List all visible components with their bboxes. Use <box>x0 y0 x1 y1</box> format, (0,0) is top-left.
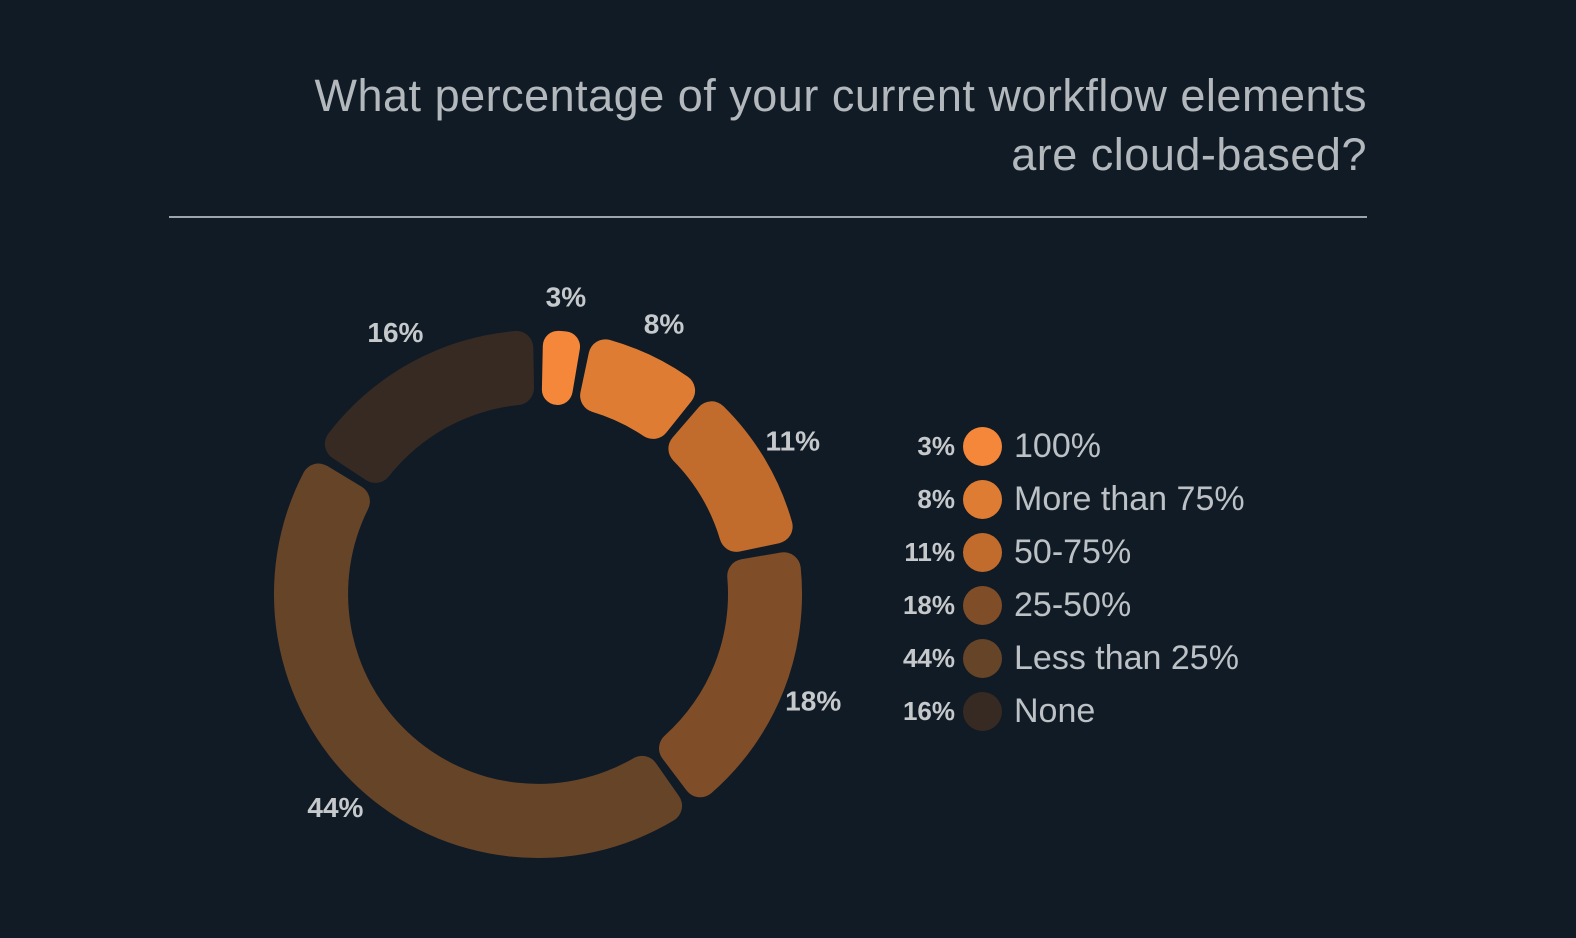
donut-segment-value-label-4: 44% <box>307 792 363 823</box>
chart-title: What percentage of your current workflow… <box>170 66 1367 185</box>
donut-segment-5 <box>324 330 535 483</box>
legend-value-label: 8% <box>917 484 955 514</box>
legend-category-label: 50-75% <box>1014 533 1132 571</box>
legend-swatch-icon <box>963 480 1002 519</box>
legend-swatch-icon <box>963 427 1002 466</box>
chart-title-line-1: What percentage of your current workflow… <box>314 70 1367 121</box>
donut-segment-3 <box>659 552 803 798</box>
legend-swatch-icon <box>963 533 1002 572</box>
legend-value-label: 16% <box>902 696 955 726</box>
donut-segment-4 <box>273 463 683 859</box>
title-divider-line <box>169 216 1367 218</box>
legend-value-label: 18% <box>902 590 955 620</box>
donut-segment-value-label-5: 16% <box>367 317 423 348</box>
legend-category-label: 25-50% <box>1014 586 1132 624</box>
legend-row-0: 3% 100% <box>893 420 1245 473</box>
legend-value-label: 44% <box>902 643 955 673</box>
legend-row-2: 11% 50-75% <box>893 526 1245 579</box>
legend-swatch-icon <box>963 692 1002 731</box>
donut-segment-value-label-0: 3% <box>546 282 587 313</box>
donut-segment-value-label-3: 18% <box>785 685 841 716</box>
donut-segment-value-label-2: 11% <box>766 426 821 457</box>
legend-value-label: 11% <box>904 537 955 567</box>
legend-row-3: 18% 25-50% <box>893 579 1245 632</box>
legend-swatch-icon <box>963 639 1002 678</box>
legend-row-1: 8% More than 75% <box>893 473 1245 526</box>
donut-segment-value-label-1: 8% <box>644 309 685 340</box>
legend-value-label: 3% <box>917 431 955 461</box>
legend-category-label: Less than 25% <box>1014 639 1239 677</box>
legend-swatch-icon <box>963 586 1002 625</box>
legend-category-label: More than 75% <box>1014 480 1245 518</box>
legend-category-label: 100% <box>1014 427 1101 465</box>
donut-segment-1 <box>580 339 696 439</box>
chart-legend: 3% 100% 8% More than 75% 11% 50-75% 18% 25-50% 4… <box>893 420 1245 738</box>
donut-segment-0 <box>541 330 581 405</box>
donut-segment-2 <box>668 401 793 552</box>
legend-row-5: 16% None <box>893 685 1245 738</box>
legend-row-4: 44% Less than 25% <box>893 632 1245 685</box>
legend-category-label: None <box>1014 692 1096 730</box>
chart-title-line-2: are cloud-based? <box>1011 129 1367 181</box>
